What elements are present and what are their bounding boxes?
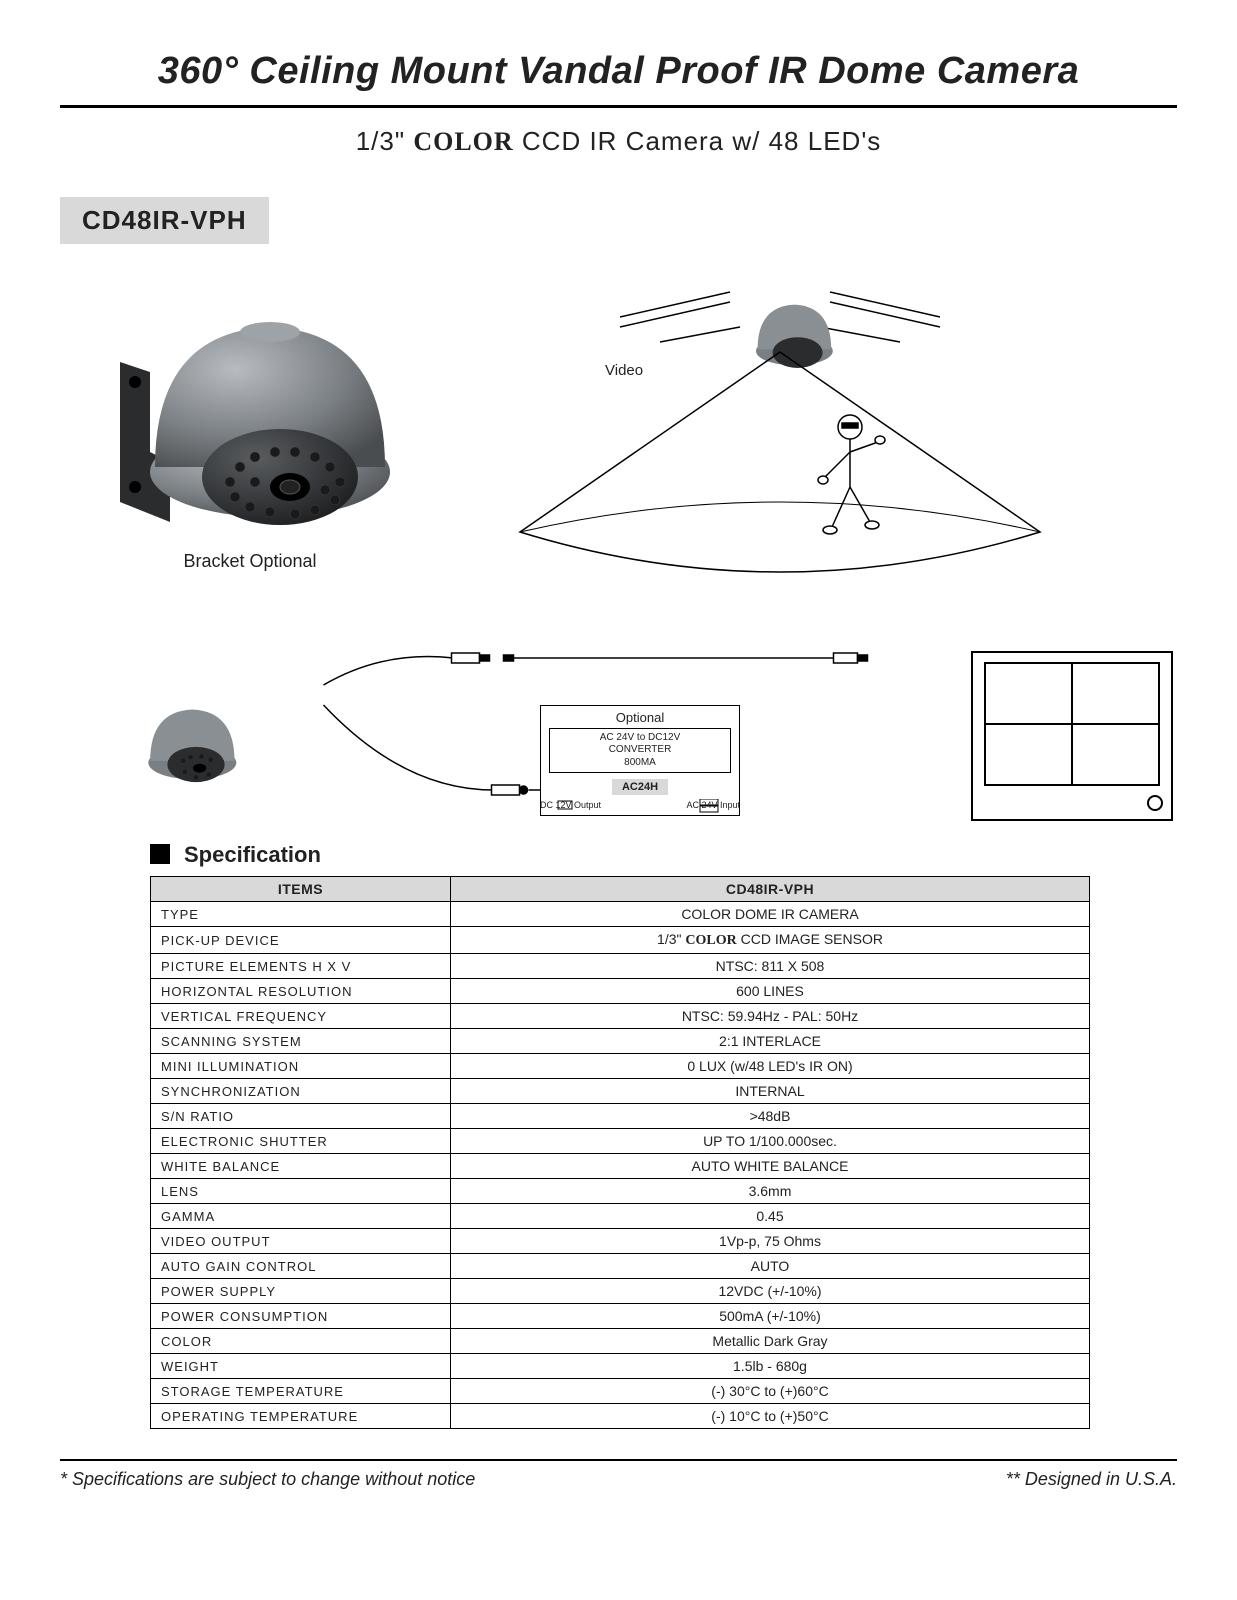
converter-model: AC24H [612,779,668,795]
spec-value: 2:1 INTERLACE [451,1029,1090,1054]
table-row: SYNCHRONIZATIONINTERNAL [151,1079,1090,1104]
spec-value: NTSC: 811 X 508 [451,954,1090,979]
spec-item: HORIZONTAL RESOLUTION [151,979,451,1004]
table-row: LENS3.6mm [151,1179,1090,1204]
spec-item: PICTURE ELEMENTS H X V [151,954,451,979]
spec-value: Metallic Dark Gray [451,1329,1090,1354]
spec-item: PICK-UP DEVICE [151,927,451,954]
spec-item: VERTICAL FREQUENCY [151,1004,451,1029]
table-row: COLORMetallic Dark Gray [151,1329,1090,1354]
table-row: AUTO GAIN CONTROLAUTO [151,1254,1090,1279]
table-row: MINI ILLUMINATION0 LUX (w/48 LED's IR ON… [151,1054,1090,1079]
spec-value: AUTO WHITE BALANCE [451,1154,1090,1179]
table-row: STORAGE TEMPERATURE(-) 30°C to (+)60°C [151,1379,1090,1404]
spec-value: 0 LUX (w/48 LED's IR ON) [451,1054,1090,1079]
hero-product-image: Bracket Optional [60,272,440,572]
subtitle-color-word: COLOR [413,127,513,156]
table-row: POWER SUPPLY12VDC (+/-10%) [151,1279,1090,1304]
spec-heading: Specification [150,842,1177,868]
subtitle-post: CCD IR Camera w/ 48 LED's [514,126,882,156]
footer-right: ** Designed in U.S.A. [1006,1469,1177,1490]
spec-item: POWER CONSUMPTION [151,1304,451,1329]
spec-value: (-) 30°C to (+)60°C [451,1379,1090,1404]
spec-item: SCANNING SYSTEM [151,1029,451,1054]
subtitle-pre: 1/3" [356,126,414,156]
converter-line3: 800MA [550,757,730,770]
spec-value: 0.45 [451,1204,1090,1229]
spec-item: AUTO GAIN CONTROL [151,1254,451,1279]
spec-table: ITEMS CD48IR-VPH TYPECOLOR DOME IR CAMER… [150,876,1090,1429]
table-row: POWER CONSUMPTION500mA (+/-10%) [151,1304,1090,1329]
table-row: GAMMA0.45 [151,1204,1090,1229]
spec-value: UP TO 1/100.000sec. [451,1129,1090,1154]
table-row: S/N RATIO>48dB [151,1104,1090,1129]
spec-item: SYNCHRONIZATION [151,1079,451,1104]
spec-item: OPERATING TEMPERATURE [151,1404,451,1429]
coverage-diagram-icon [480,272,1100,592]
wiring-diagram: Optional AC 24V to DC12V CONVERTER 800MA… [130,647,1177,832]
spec-item: TYPE [151,902,451,927]
model-badge: CD48IR-VPH [60,197,269,244]
wiring-cables: Optional AC 24V to DC12V CONVERTER 800MA… [260,650,947,830]
spec-value: 3.6mm [451,1179,1090,1204]
table-row: SCANNING SYSTEM2:1 INTERLACE [151,1029,1090,1054]
spec-item: S/N RATIO [151,1104,451,1129]
spec-value: (-) 10°C to (+)50°C [451,1404,1090,1429]
table-row: WEIGHT1.5lb - 680g [151,1354,1090,1379]
video-label: Video [605,362,643,379]
table-row: VIDEO OUTPUT1Vp-p, 75 Ohms [151,1229,1090,1254]
spec-item: POWER SUPPLY [151,1279,451,1304]
converter-inner: AC 24V to DC12V CONVERTER 800MA [549,728,731,774]
converter-io-labels: DC 12V Output AC 24V Input [540,800,740,810]
spec-item: MINI ILLUMINATION [151,1054,451,1079]
spec-item: ELECTRONIC SHUTTER [151,1129,451,1154]
spec-value: 600 LINES [451,979,1090,1004]
footer: * Specifications are subject to change w… [60,1459,1177,1490]
spec-value: AUTO [451,1254,1090,1279]
spec-item: WHITE BALANCE [151,1154,451,1179]
spec-value: NTSC: 59.94Hz - PAL: 50Hz [451,1004,1090,1029]
dc-output-label: DC 12V Output [540,800,601,810]
ac-input-label: AC 24V Input [686,800,740,810]
page-title: 360° Ceiling Mount Vandal Proof IR Dome … [60,50,1177,108]
table-row: WHITE BALANCEAUTO WHITE BALANCE [151,1154,1090,1179]
spec-col-model: CD48IR-VPH [451,877,1090,902]
spec-item: WEIGHT [151,1354,451,1379]
converter-optional-label: Optional [541,710,739,725]
dome-camera-icon [100,272,400,532]
spec-value: COLOR DOME IR CAMERA [451,902,1090,927]
table-row: VERTICAL FREQUENCYNTSC: 59.94Hz - PAL: 5… [151,1004,1090,1029]
spec-item: VIDEO OUTPUT [151,1229,451,1254]
spec-value: >48dB [451,1104,1090,1129]
spec-item: COLOR [151,1329,451,1354]
spec-item: GAMMA [151,1204,451,1229]
spec-value: 1/3" COLOR CCD IMAGE SENSOR [451,927,1090,954]
spec-item: LENS [151,1179,451,1204]
table-row: PICTURE ELEMENTS H X VNTSC: 811 X 508 [151,954,1090,979]
spec-col-items: ITEMS [151,877,451,902]
mini-camera-icon [130,687,240,792]
spec-value: 1Vp-p, 75 Ohms [451,1229,1090,1254]
spec-item: STORAGE TEMPERATURE [151,1379,451,1404]
page-subtitle: 1/3" COLOR CCD IR Camera w/ 48 LED's [60,126,1177,157]
hero-row: Bracket Optional [60,272,1177,597]
monitor-icon [967,647,1177,832]
spec-value: INTERNAL [451,1079,1090,1104]
converter-line1: AC 24V to DC12V [550,732,730,745]
footer-left: * Specifications are subject to change w… [60,1469,475,1490]
converter-line2: CONVERTER [550,744,730,757]
table-row: PICK-UP DEVICE1/3" COLOR CCD IMAGE SENSO… [151,927,1090,954]
spec-value: 12VDC (+/-10%) [451,1279,1090,1304]
spec-value: 500mA (+/-10%) [451,1304,1090,1329]
table-row: ELECTRONIC SHUTTERUP TO 1/100.000sec. [151,1129,1090,1154]
hero-caption: Bracket Optional [60,551,440,572]
spec-value: 1.5lb - 680g [451,1354,1090,1379]
table-row: TYPECOLOR DOME IR CAMERA [151,902,1090,927]
table-row: HORIZONTAL RESOLUTION600 LINES [151,979,1090,1004]
hero-coverage-diagram: Video [480,272,1177,597]
table-row: OPERATING TEMPERATURE(-) 10°C to (+)50°C [151,1404,1090,1429]
